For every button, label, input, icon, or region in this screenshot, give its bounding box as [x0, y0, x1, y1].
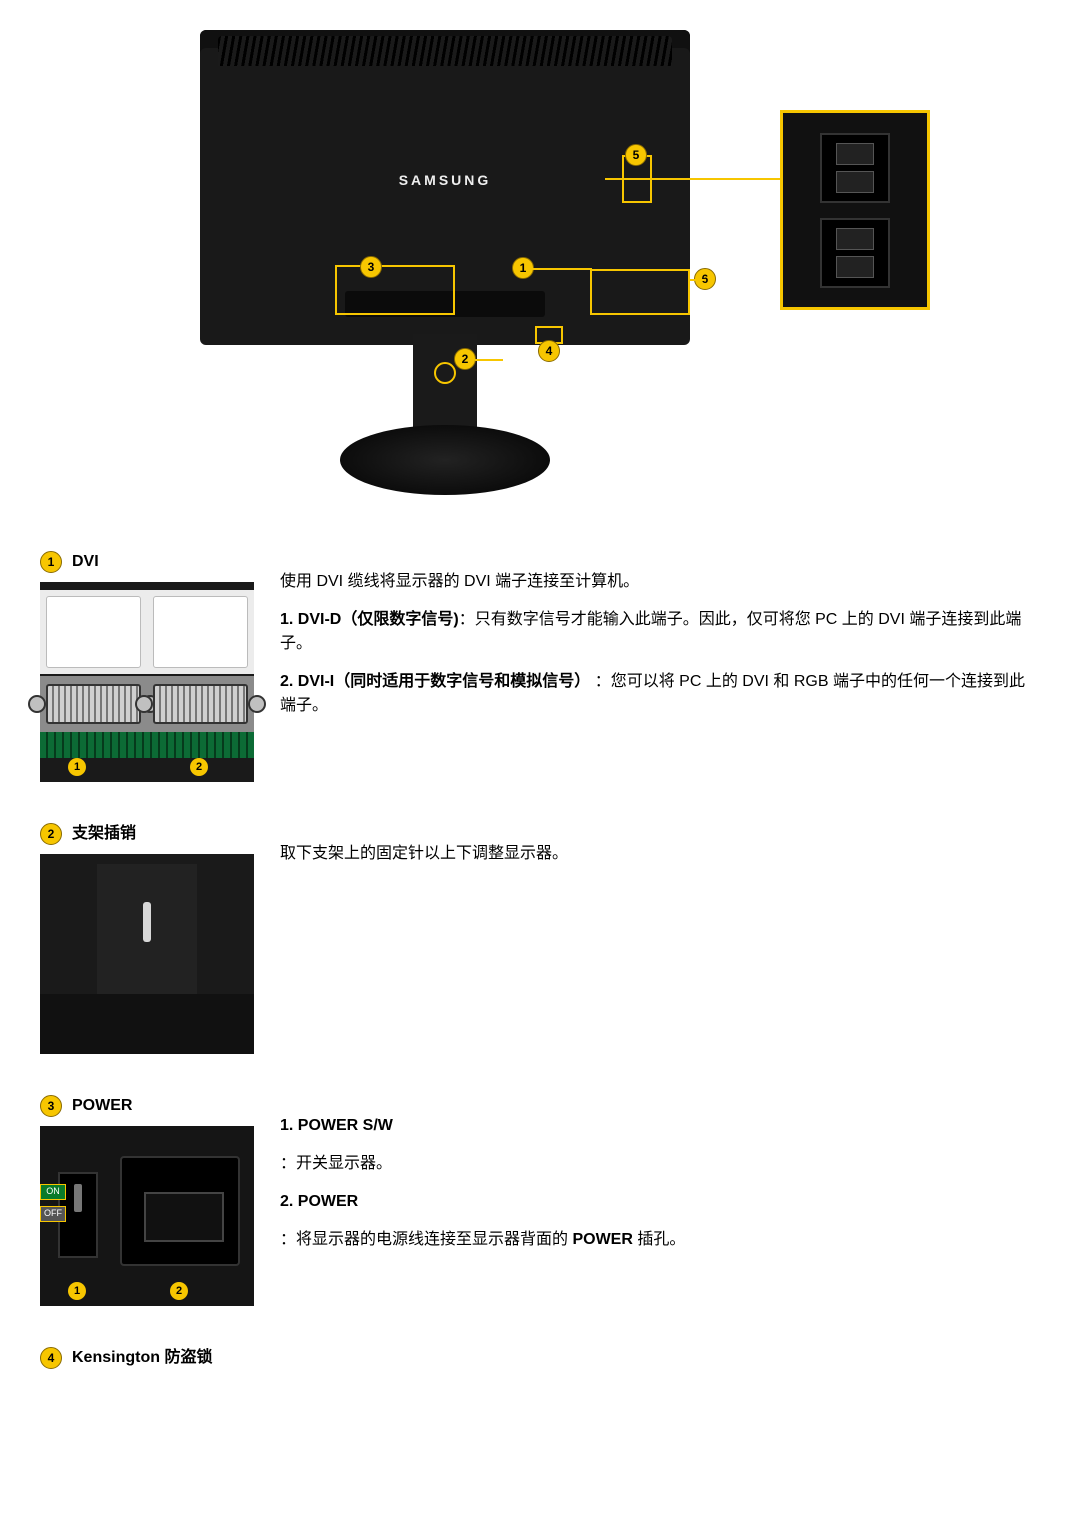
dvi-pcb [40, 732, 254, 758]
section-stand: 2 支架插销 取下支架上的固定针以上下调整显示器。 [40, 822, 1040, 1054]
power-p2: ：将显示器的电源线连接至显示器背面的 POWER 插孔。 [280, 1228, 1040, 1252]
power-p2-pre: ：将显示器的电源线连接至显示器背面的 [280, 1231, 572, 1248]
section-kensington: 4 Kensington 防盗锁 [40, 1346, 1040, 1378]
badge-kensington: 4 [40, 1347, 62, 1369]
label-off: OFF [40, 1206, 66, 1222]
thumb-stand [40, 854, 254, 1054]
dvi-mini-2: 2 [190, 758, 208, 776]
dvi-p3-bold: 2. DVI-I（同时适用于数字信号和模拟信号） [280, 673, 590, 690]
power-iec [120, 1156, 240, 1266]
power-mini-2: 2 [170, 1282, 188, 1300]
section-dvi-left: 1 DVI 1 2 [40, 550, 280, 782]
section-power-left: 3 POWER ON OFF 1 2 [40, 1094, 280, 1306]
section-kensington-desc [280, 1346, 1040, 1366]
badge-power: 3 [40, 1095, 62, 1117]
section-power-head: 3 POWER [40, 1094, 280, 1118]
power-h1: 1. POWER S/W [280, 1114, 1040, 1138]
section-dvi: 1 DVI 1 2 使用 DVI 缆线将显示器的 DVI 端子连接至计算机。 1… [40, 550, 1040, 782]
stand-thumb-neck [97, 864, 197, 1004]
dvi-mini-1: 1 [68, 758, 86, 776]
callout-3: 3 [360, 256, 382, 278]
title-kensington: Kensington 防盗锁 [72, 1346, 212, 1370]
callout-line-1 [530, 268, 592, 270]
section-kensington-head: 4 Kensington 防盗锁 [40, 1346, 280, 1370]
label-on: ON [40, 1184, 66, 1200]
power-mini-1: 1 [68, 1282, 86, 1300]
dvi-p2-bold: 1. DVI-D（仅限数字信号) [280, 611, 459, 628]
badge-stand: 2 [40, 823, 62, 845]
power-p1: ：开关显示器。 [280, 1152, 1040, 1176]
power-p2-bold: POWER [572, 1231, 632, 1248]
section-stand-left: 2 支架插销 [40, 822, 280, 1054]
dvi-p1-text: 使用 DVI 缆线将显示器的 DVI 端子连接至计算机。 [280, 573, 639, 590]
callout-line-2 [475, 359, 503, 361]
title-stand: 支架插销 [72, 822, 136, 846]
usb-port-bottom [820, 218, 890, 288]
dvi-conn-1 [46, 596, 141, 668]
dvi-p3: 2. DVI-I（同时适用于数字信号和模拟信号） ：您可以将 PC 上的 DVI… [280, 670, 1040, 718]
power-h2: 2. POWER [280, 1190, 1040, 1214]
dvi-pins-2 [153, 684, 248, 724]
callout-4: 4 [538, 340, 560, 362]
dvi-pins-1 [46, 684, 141, 724]
dvi-p1: 使用 DVI 缆线将显示器的 DVI 端子连接至计算机。 [280, 570, 1040, 594]
badge-dvi: 1 [40, 551, 62, 573]
callout-box-dvi [335, 265, 455, 315]
brand-label: SAMSUNG [399, 170, 492, 191]
stand-thumb-base [40, 994, 254, 1054]
hero-diagram: SAMSUNG 3 1 6 4 5 2 [150, 30, 930, 510]
stand-base [340, 425, 550, 495]
thumb-power: ON OFF 1 2 [40, 1126, 254, 1306]
section-stand-desc: 取下支架上的固定针以上下调整显示器。 [280, 822, 1040, 880]
power-p2-post: 插孔。 [633, 1231, 685, 1248]
title-power: POWER [72, 1094, 132, 1118]
title-dvi: DVI [72, 550, 99, 574]
section-kensington-left: 4 Kensington 防盗锁 [40, 1346, 280, 1378]
vent-strip [218, 36, 672, 66]
section-stand-head: 2 支架插销 [40, 822, 280, 846]
dvi-p2: 1. DVI-D（仅限数字信号)：只有数字信号才能输入此端子。因此，仅可将您 P… [280, 608, 1040, 656]
dvi-pins-row [40, 676, 254, 732]
thumb-dvi: 1 2 [40, 582, 254, 782]
stand-thumb-pin [143, 902, 151, 942]
usb-port-top [820, 133, 890, 203]
section-dvi-desc: 使用 DVI 缆线将显示器的 DVI 端子连接至计算机。 1. DVI-D（仅限… [280, 550, 1040, 732]
dvi-conn-2 [153, 596, 248, 668]
monitor-rear: SAMSUNG 3 1 6 4 5 2 [200, 30, 690, 510]
usb-inset [780, 110, 930, 310]
power-h1-text: 1. POWER S/W [280, 1117, 393, 1134]
callout-box-power [590, 269, 690, 315]
stand-p1: 取下支架上的固定针以上下调整显示器。 [280, 842, 1040, 866]
section-dvi-head: 1 DVI [40, 550, 280, 574]
stand-pin-ring [434, 362, 456, 384]
section-power-desc: 1. POWER S/W ：开关显示器。 2. POWER ：将显示器的电源线连… [280, 1094, 1040, 1266]
section-power: 3 POWER ON OFF 1 2 1. POWER S/W ：开关显示器。 … [40, 1094, 1040, 1306]
callout-2: 2 [454, 348, 476, 370]
callout-line-6 [690, 279, 704, 281]
monitor-body: SAMSUNG 3 1 6 4 5 [200, 30, 690, 345]
dvi-conn-row [40, 590, 254, 674]
callout-5: 5 [625, 144, 647, 166]
power-h2-text: 2. POWER [280, 1193, 358, 1210]
